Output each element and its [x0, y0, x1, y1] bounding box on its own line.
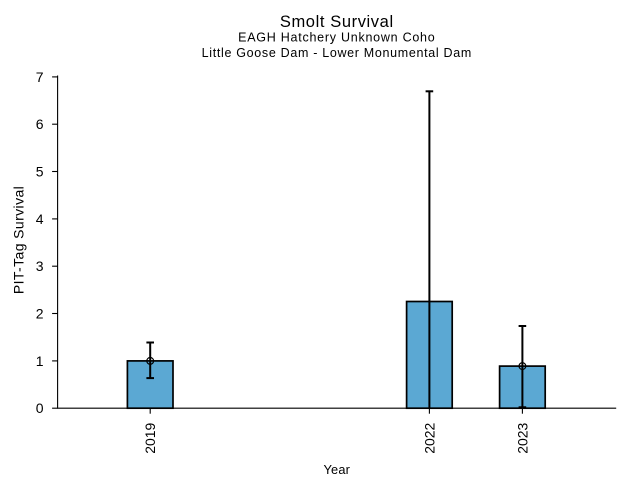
- svg-text:4: 4: [36, 211, 44, 227]
- svg-text:0: 0: [36, 400, 44, 416]
- svg-text:6: 6: [36, 116, 44, 132]
- svg-text:3: 3: [36, 258, 44, 274]
- svg-text:Smolt Survival: Smolt Survival: [280, 13, 394, 31]
- svg-text:1: 1: [36, 353, 44, 369]
- svg-text:Year: Year: [323, 462, 350, 477]
- svg-text:2022: 2022: [421, 422, 437, 453]
- svg-text:2019: 2019: [142, 422, 158, 453]
- svg-text:5: 5: [36, 164, 44, 180]
- svg-text:2023: 2023: [514, 422, 530, 453]
- svg-text:EAGH Hatchery Unknown Coho: EAGH Hatchery Unknown Coho: [238, 31, 435, 45]
- svg-text:2: 2: [36, 306, 44, 322]
- svg-text:7: 7: [36, 69, 44, 85]
- svg-text:Little Goose Dam - Lower Monum: Little Goose Dam - Lower Monumental Dam: [202, 46, 472, 60]
- svg-text:PIT-Tag Survival: PIT-Tag Survival: [11, 186, 27, 294]
